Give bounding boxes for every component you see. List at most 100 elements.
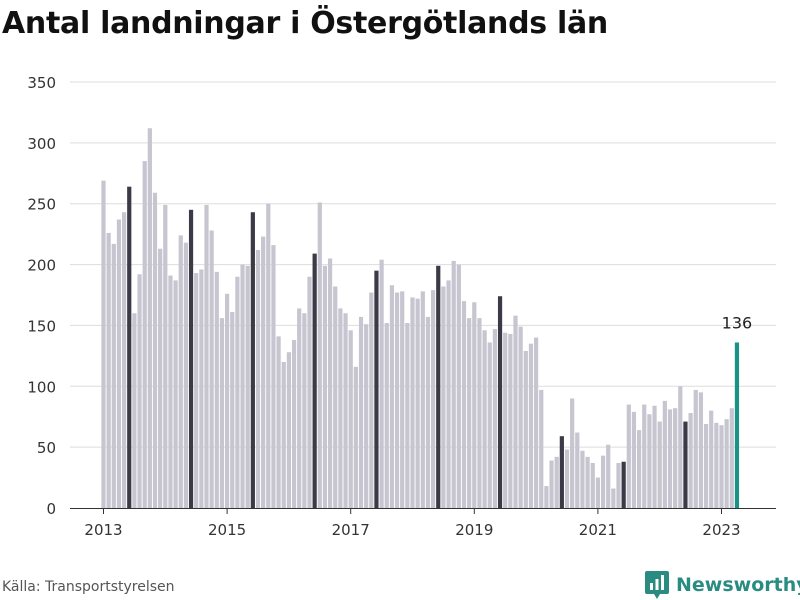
bar	[652, 405, 657, 508]
bar	[477, 318, 482, 508]
bar	[456, 264, 461, 508]
bar	[266, 203, 271, 508]
bar	[590, 462, 595, 508]
bar	[219, 318, 225, 508]
bar	[322, 265, 328, 508]
bar	[158, 248, 163, 508]
bar	[657, 421, 662, 508]
bar	[240, 264, 245, 508]
bar	[503, 332, 508, 508]
bar	[415, 298, 420, 508]
bar	[472, 302, 477, 508]
bar	[600, 455, 606, 508]
y-tick-label: 150	[27, 317, 56, 335]
x-tick-label: 2019	[455, 521, 493, 539]
bar	[353, 366, 358, 508]
bar	[250, 212, 255, 509]
bar	[178, 235, 183, 509]
bar	[297, 308, 302, 508]
bar	[168, 275, 173, 508]
bar	[405, 322, 410, 508]
bar	[431, 290, 436, 508]
bar	[209, 230, 214, 509]
bar	[245, 265, 250, 508]
bar	[204, 204, 209, 508]
bar	[333, 286, 338, 508]
bar	[400, 291, 405, 508]
bar	[127, 186, 132, 509]
bar	[147, 128, 152, 508]
bar	[281, 361, 286, 508]
bar	[528, 343, 534, 508]
bar	[291, 340, 297, 508]
bar	[374, 270, 379, 508]
bar	[214, 271, 219, 508]
bar	[312, 253, 317, 508]
bar	[122, 212, 127, 509]
bar	[621, 461, 626, 508]
bar	[508, 333, 513, 508]
bar	[302, 313, 307, 508]
bar	[642, 404, 647, 508]
bar	[101, 180, 106, 508]
bar	[188, 209, 194, 509]
bar	[394, 292, 400, 508]
bar	[549, 460, 554, 508]
bar	[276, 336, 281, 508]
bar	[564, 449, 570, 508]
bar	[261, 236, 266, 508]
bar	[255, 249, 261, 508]
y-tick-label: 200	[27, 257, 56, 275]
bar	[307, 276, 312, 508]
y-tick-label: 100	[27, 378, 56, 396]
brand-name: Newsworthy	[676, 574, 800, 596]
bar	[111, 243, 116, 508]
x-tick-label: 2015	[208, 521, 246, 539]
x-axis: 2013 2015 2017 2019 2021 2023	[70, 508, 776, 539]
bar	[358, 316, 364, 508]
bar	[199, 269, 204, 508]
bar	[534, 337, 539, 508]
bar	[338, 308, 343, 508]
bar	[513, 315, 518, 508]
data-labels: 136	[722, 313, 753, 332]
bar	[693, 389, 698, 508]
bar	[523, 350, 528, 508]
bar	[369, 292, 374, 508]
bar	[719, 425, 724, 508]
bar	[734, 342, 740, 508]
bar	[492, 329, 497, 508]
bar	[116, 219, 122, 509]
bar	[410, 297, 415, 508]
bar	[595, 477, 600, 508]
y-tick-label: 300	[27, 135, 56, 153]
y-axis-tick-labels: 0 50 100 150 200 250 300 350	[27, 74, 56, 518]
bar	[585, 456, 590, 508]
bar	[611, 488, 616, 508]
bar	[688, 413, 693, 508]
source-note: Källa: Transportstyrelsen	[2, 579, 175, 595]
bar	[729, 408, 734, 508]
bar	[580, 450, 585, 508]
bar	[137, 274, 142, 508]
bar	[173, 280, 178, 508]
brand-logo[interactable]: Newsworthy	[644, 570, 800, 600]
bar	[631, 411, 637, 508]
bar	[539, 389, 544, 508]
bar	[616, 462, 621, 508]
bar	[544, 486, 549, 508]
bar	[662, 400, 667, 508]
bar	[570, 398, 575, 508]
bar	[497, 296, 503, 508]
bar	[230, 312, 235, 508]
bar	[554, 456, 559, 508]
y-tick-label: 350	[27, 74, 56, 92]
bars	[101, 128, 740, 509]
bar	[673, 408, 678, 508]
x-tick-label: 2013	[84, 521, 122, 539]
bar	[194, 273, 199, 508]
x-tick-label: 2023	[702, 521, 740, 539]
bar	[328, 258, 333, 508]
bar	[667, 409, 673, 508]
bar	[482, 330, 487, 508]
